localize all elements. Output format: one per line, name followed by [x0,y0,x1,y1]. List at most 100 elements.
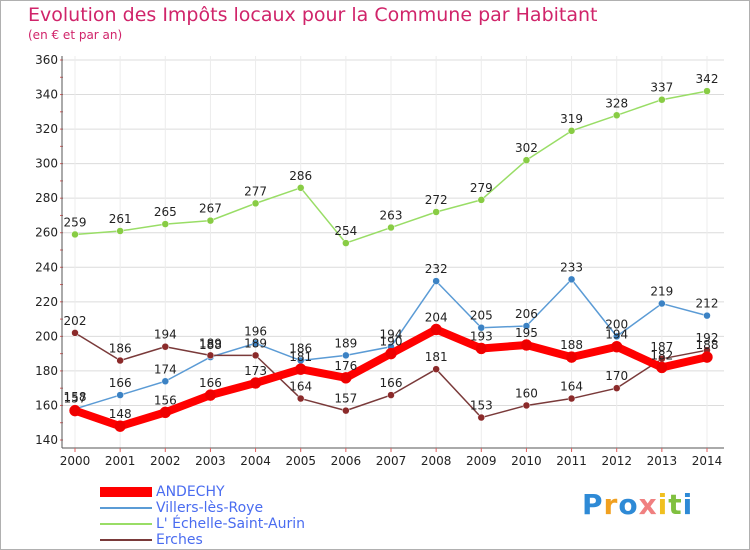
data-point [114,420,126,432]
data-label: 261 [109,212,132,226]
data-label: 200 [605,317,628,331]
data-label: 194 [154,328,177,342]
data-point [477,196,486,204]
x-tick-label: 2006 [331,454,362,468]
y-tick-label: 180 [35,364,58,378]
data-point [204,389,217,401]
data-point [432,365,440,373]
logo-letter: i [682,488,694,521]
x-tick-label: 2007 [376,454,407,468]
legend-label: Villers-lès-Roye [156,500,264,516]
x-tick-label: 2012 [601,454,632,468]
data-point [522,401,531,410]
data-label: 277 [244,184,267,198]
data-point [71,230,79,239]
data-label: 267 [199,202,222,216]
x-tick-label: 2004 [240,454,271,468]
data-point [342,239,350,247]
data-label: 205 [470,309,493,323]
data-label: 156 [154,393,177,407]
logo-letter: r [603,488,619,521]
data-label: 328 [605,96,628,110]
data-point [161,377,170,386]
logo-letter: i [657,488,669,521]
logo-letter: x [638,488,658,521]
data-label: 194 [380,328,403,342]
legend-label: Erches [156,532,203,548]
data-point [294,363,307,375]
data-point [387,391,395,399]
y-tick-label: 360 [35,53,58,67]
data-label: 189 [334,336,357,350]
y-tick-label: 300 [35,157,58,171]
data-point [251,351,260,360]
data-point [520,339,533,351]
legend-item: L' Échelle-Saint-Aurin [100,516,305,532]
data-point [206,351,215,360]
data-label: 186 [289,342,312,356]
data-label: 148 [109,407,132,421]
data-label: 186 [109,342,132,356]
data-label: 187 [650,340,673,354]
data-label: 189 [199,336,222,350]
logo-letter: o [618,488,639,521]
data-label: 263 [380,209,403,223]
legend-swatch [100,539,152,541]
data-point [71,329,79,337]
data-label: 279 [470,181,493,195]
data-label: 254 [334,224,357,238]
data-label: 174 [154,362,177,376]
data-label: 342 [696,72,719,86]
data-point [161,342,170,351]
data-label: 182 [650,348,673,362]
data-label: 164 [560,380,583,394]
data-label: 173 [244,364,267,378]
data-point [477,413,486,422]
data-point [612,332,621,341]
data-label: 233 [560,260,583,274]
data-point [658,299,666,308]
data-point [342,406,350,415]
data-point [340,372,352,384]
legend-swatch [100,507,152,509]
data-label: 195 [515,326,538,340]
data-point [69,404,81,417]
data-point [296,184,305,192]
data-label: 153 [470,399,493,413]
data-label: 157 [64,392,87,406]
data-point [430,323,442,336]
y-tick-label: 260 [35,226,58,240]
data-point [387,223,395,232]
data-label: 272 [425,193,448,207]
legend-item: ANDECHY [100,484,305,500]
data-point [159,406,172,419]
data-label: 190 [380,335,403,349]
x-tick-label: 2001 [105,454,136,468]
y-tick-label: 340 [35,88,58,102]
data-point [477,323,486,332]
plot-area [62,56,726,448]
data-point [251,199,260,208]
data-label: 219 [650,285,673,299]
data-label: 188 [560,338,583,352]
data-point [116,391,124,399]
legend-item: Erches [100,532,305,548]
data-label: 259 [64,215,87,229]
data-point [612,384,621,392]
x-tick-label: 2003 [195,454,226,468]
data-label: 204 [425,310,448,324]
data-label: 232 [425,262,448,276]
x-tick-label: 2008 [421,454,452,468]
data-label: 157 [334,392,357,406]
x-tick-label: 2009 [466,454,497,468]
data-point [522,156,531,164]
y-tick-label: 320 [35,122,58,136]
legend: ANDECHY Villers-lès-Roye L' Échelle-Saint-… [100,484,305,548]
data-point [610,340,623,353]
data-label: 181 [425,350,448,364]
logo-letter: t [668,488,683,521]
y-tick-label: 220 [35,295,58,309]
data-label: 337 [650,81,673,95]
data-point [432,277,440,285]
